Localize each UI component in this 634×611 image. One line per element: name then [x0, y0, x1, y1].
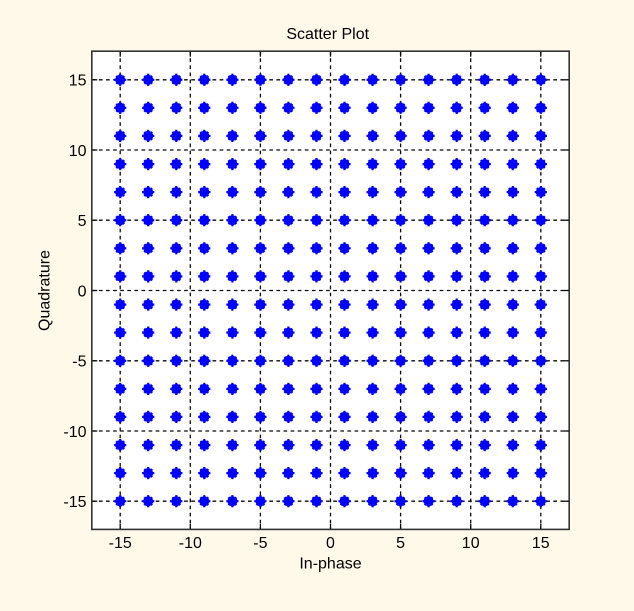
svg-text:-5: -5 [72, 354, 86, 371]
svg-text:In-phase: In-phase [299, 556, 361, 573]
svg-text:-5: -5 [253, 535, 267, 552]
svg-text:Quadrature: Quadrature [37, 250, 54, 331]
svg-text:5: 5 [78, 213, 87, 230]
svg-text:-10: -10 [179, 535, 202, 552]
svg-text:10: 10 [69, 143, 87, 160]
svg-text:Scatter Plot: Scatter Plot [286, 26, 369, 43]
svg-text:15: 15 [532, 535, 550, 552]
svg-text:-15: -15 [109, 535, 132, 552]
svg-text:5: 5 [396, 535, 405, 552]
svg-text:0: 0 [326, 535, 335, 552]
svg-text:10: 10 [462, 535, 480, 552]
svg-text:15: 15 [69, 73, 87, 90]
svg-text:0: 0 [78, 283, 87, 300]
svg-text:-15: -15 [63, 494, 86, 511]
svg-text:-10: -10 [63, 424, 86, 441]
